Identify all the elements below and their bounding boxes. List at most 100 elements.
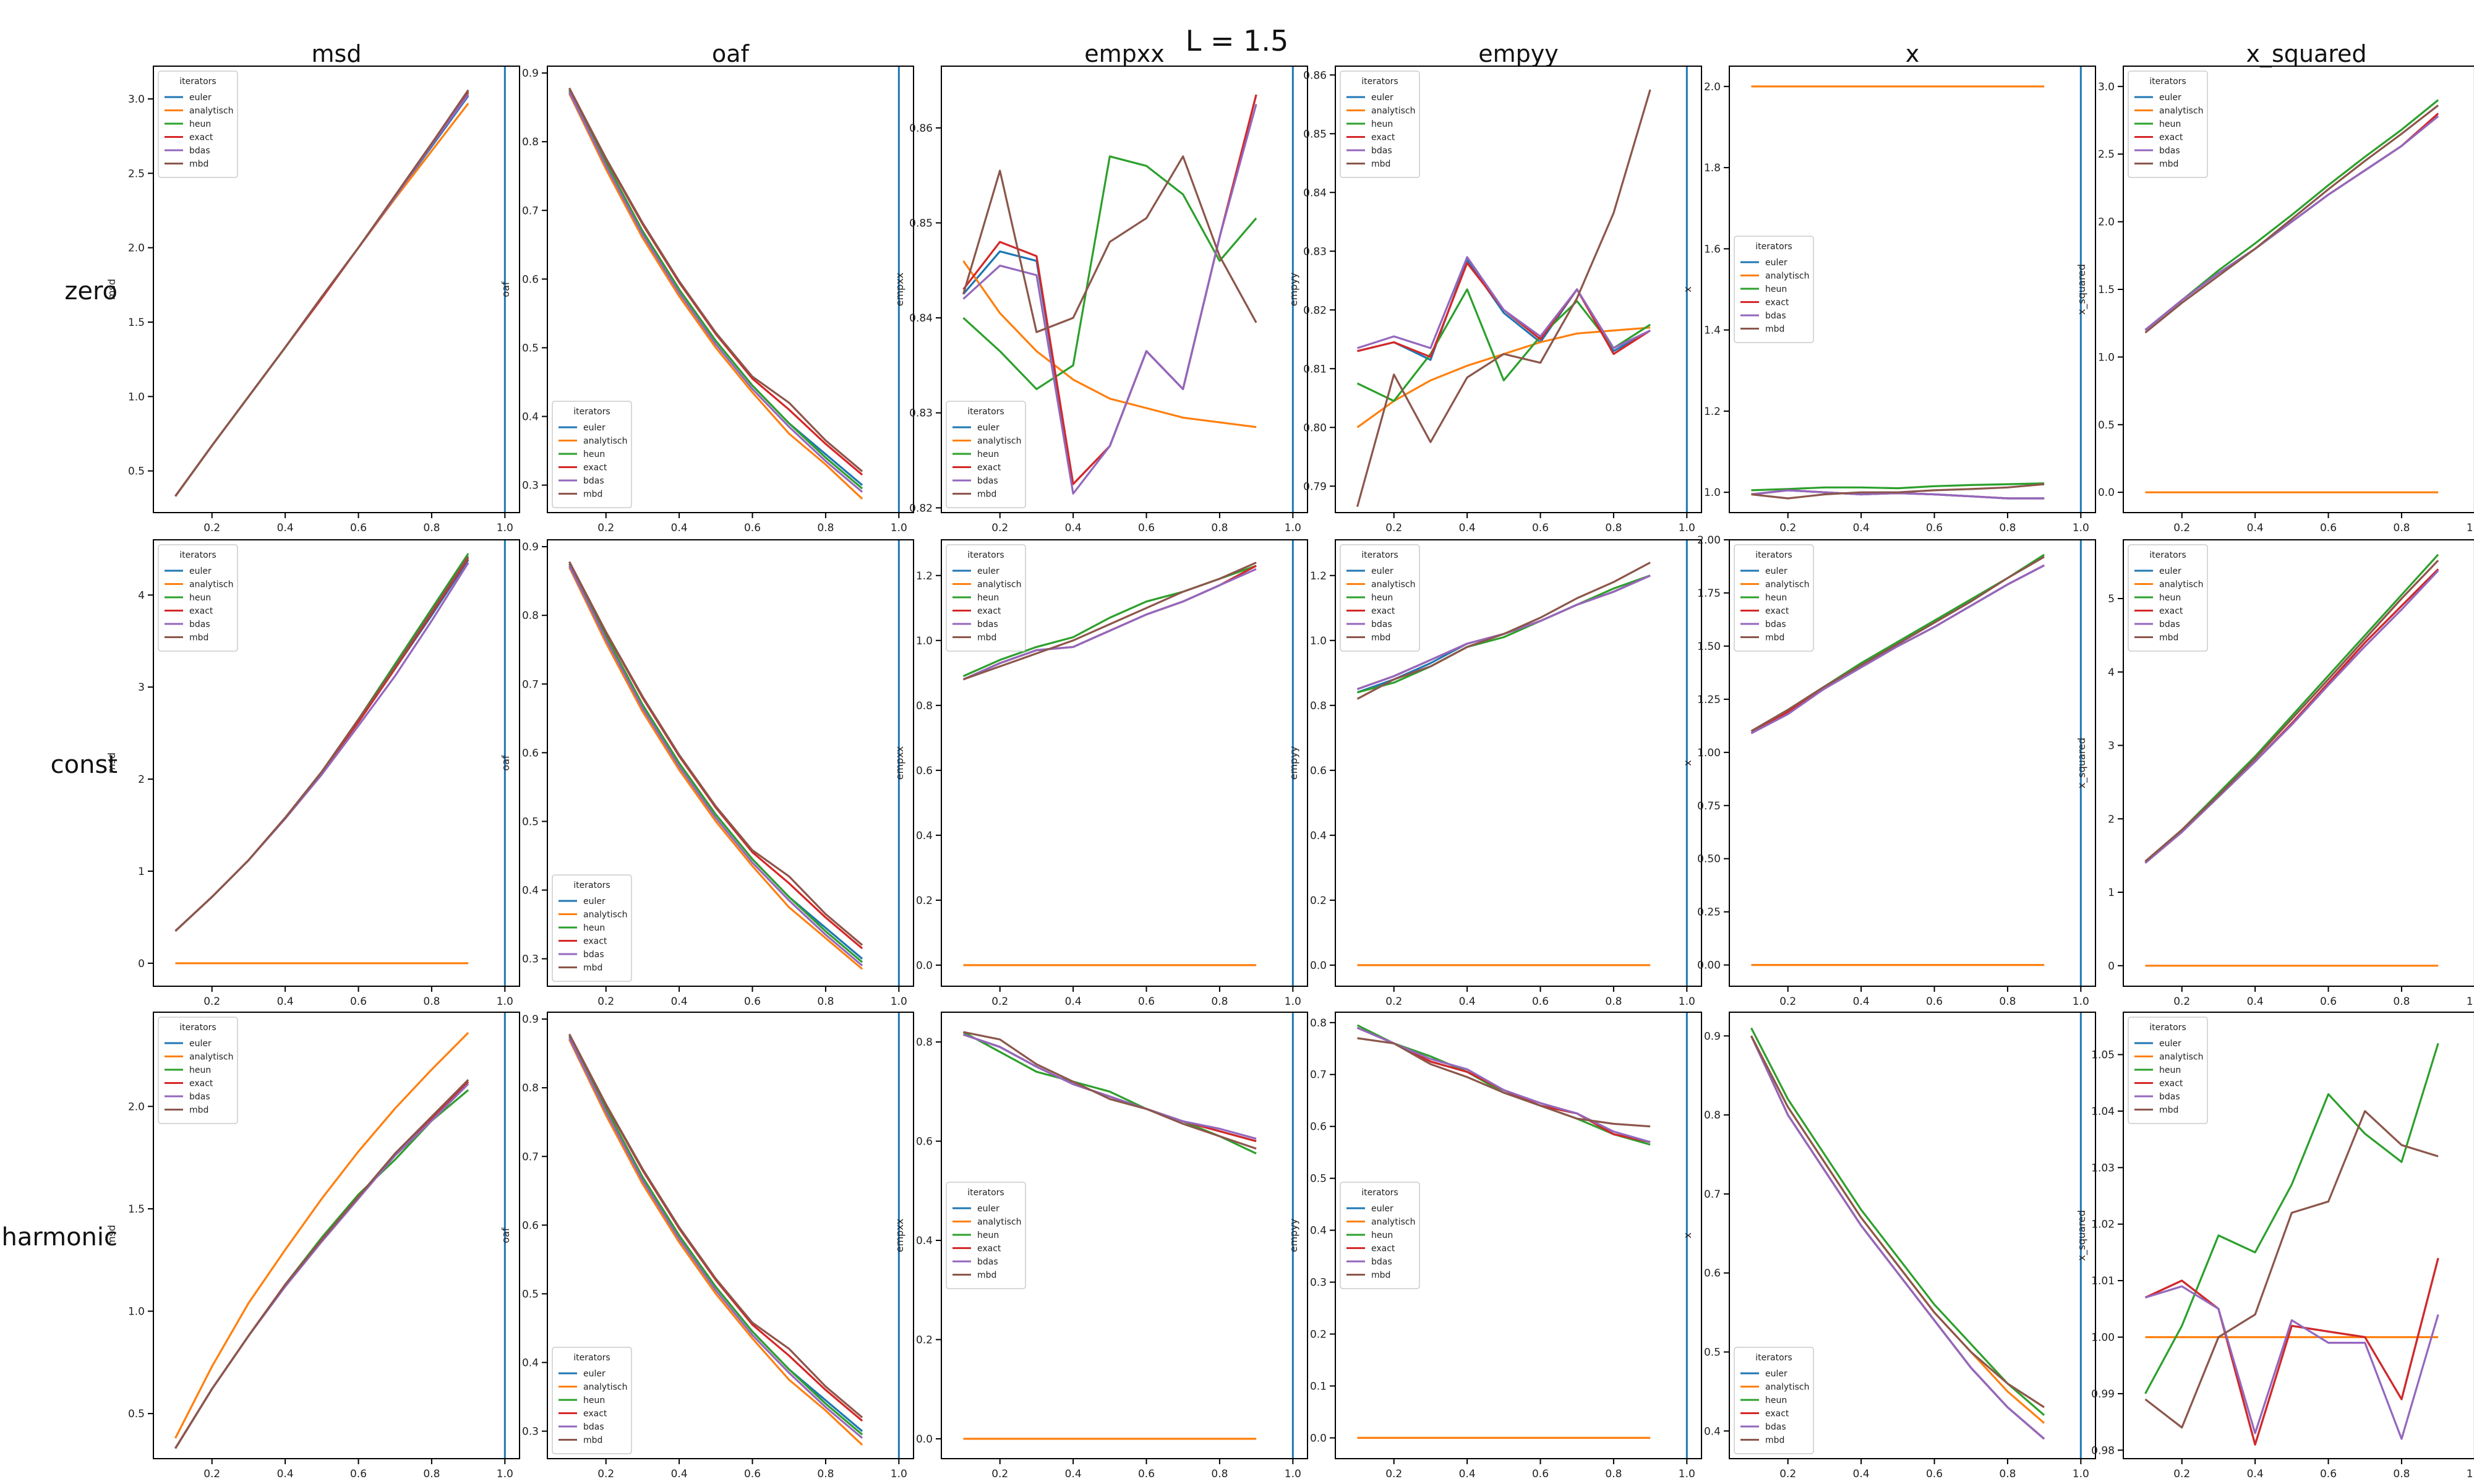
axes-frame [547,1012,914,1459]
legend-entry-heun: heun [583,450,605,459]
x-tick-label: 0.6 [1138,522,1155,534]
y-axis-label: x_squared [2076,264,2088,315]
y-tick-label: 0.0 [916,960,933,972]
y-tick-label: 0.2 [1310,895,1327,907]
y-tick-label: 0.5 [1310,1173,1327,1185]
legend-title: iterators [573,1353,610,1363]
legend-entry-euler: euler [1371,566,1393,576]
legend-entry-euler: euler [977,423,999,433]
y-tick-label: 0.6 [1704,1268,1721,1280]
series-line-mbd [1356,89,1651,507]
legend-entry-analytisch: analytisch [2159,106,2203,116]
legend-entry-exact: exact [1371,133,1395,143]
x-tick-label: 0.8 [1999,522,2016,534]
legend-entry-mbd: mbd [2159,1106,2178,1115]
x-tick-label: 0.2 [991,1468,1008,1480]
legend-entry-euler: euler [977,566,999,576]
series-line-heun [2144,1043,2439,1394]
axes-frame [941,66,1308,513]
legend: iterators euler analytisch heun exact bdas mbd [552,874,632,982]
y-tick-label: 0.00 [1697,960,1721,972]
y-tick-label: 0 [138,958,145,970]
legend-entry-mbd: mbd [2159,160,2178,169]
x-tick-label: 0.6 [2320,996,2337,1008]
legend-entry-euler: euler [977,1204,999,1214]
series-line-mbd [963,1031,1257,1150]
legend-entry-exact: exact [583,937,607,947]
series-line-bdas [568,1038,863,1439]
legend-entry-euler: euler [583,1369,606,1379]
row-title-zero: zero [64,277,118,305]
legend-entry-analytisch: analytisch [583,910,627,920]
axes-frame [1335,1012,1702,1459]
series-line-analytisch [568,93,863,500]
x-tick-label: 0.2 [1779,522,1796,534]
series-line-bdas [1356,1026,1651,1143]
axes-frame [547,539,914,987]
y-tick-label: 0.3 [522,480,539,492]
x-tick-label: 0.8 [817,1468,834,1480]
series-line-mbd [962,561,1257,681]
series-line-mbd [174,89,469,497]
series-line-bdas [568,92,863,493]
y-tick-label: 0.8 [916,1036,933,1049]
legend-entry-euler: euler [1371,93,1393,103]
y-tick-label: 0.79 [1303,480,1327,493]
legend-entry-analytisch: analytisch [189,1052,233,1062]
column-title-empxx: empxx [1084,40,1165,67]
series-line-heun [568,563,863,963]
x-tick-label: 0.4 [1065,522,1082,534]
x-tick-label: 0.4 [277,1468,294,1480]
y-tick-label: 0.5 [522,342,539,354]
legend-entry-euler: euler [1765,258,1787,268]
legend-entry-analytisch: analytisch [1765,1383,1809,1392]
x-tick-label: 0.4 [1853,1468,1870,1480]
legend-entry-bdas: bdas [1765,1422,1786,1432]
x-tick-label: 0.6 [2320,522,2337,534]
x-tick-label: 0.4 [2247,522,2264,534]
series-line-heun [1750,1027,2045,1416]
legend: iterators euler analytisch heun exact bdas mbd [1340,70,1420,178]
y-tick-label: 1.0 [128,391,145,403]
legend: iterators euler analytisch heun exact bdas mbd [1734,544,1814,652]
axes-frame [153,1012,520,1459]
legend: iterators euler analytisch heun exact bdas mbd [158,1017,238,1124]
x-tick-label: 0.2 [597,522,614,534]
legend-entry-heun: heun [1765,593,1787,603]
legend-entry-bdas: bdas [1765,620,1786,629]
y-tick-label: 0.7 [1704,1188,1721,1201]
legend-entry-mbd: mbd [189,160,208,169]
y-tick-label: 0.9 [522,67,539,80]
y-axis-label: msd [106,279,118,300]
legend-entry-exact: exact [977,607,1001,616]
x-tick-label: 0.6 [350,1468,367,1480]
legend-entry-mbd: mbd [189,1106,208,1115]
legend-entry-mbd: mbd [977,1271,996,1281]
series-line-mbd [1750,1035,2045,1409]
x-tick-label: 0.6 [350,522,367,534]
y-tick-label: 2.5 [128,168,145,180]
x-tick-label: 0.2 [1385,1468,1402,1480]
y-tick-label: 0.5 [522,816,539,828]
legend: iterators euler analytisch heun exact bdas mbd [552,1347,632,1454]
legend-entry-mbd: mbd [189,633,208,643]
column-title-empyy: empyy [1478,40,1559,67]
subplot-harmonic-oaf: 0.2 0.4 0.6 0.8 1.0 0.3 0.4 0.5 0.6 0.7 0.8 0.9 oaf i… [500,1012,914,1480]
legend-entry-analytisch: analytisch [1371,580,1415,590]
legend-entry-euler: euler [583,423,606,433]
x-tick-label: 0.2 [1779,996,1796,1008]
legend-entry-bdas: bdas [977,620,998,629]
legend-entry-euler: euler [1371,1204,1393,1214]
x-tick-label: 0.4 [671,1468,688,1480]
y-tick-label: 1.75 [1697,587,1721,600]
y-tick-label: 0.85 [1303,128,1327,140]
y-axis-label: oaf [500,281,511,297]
y-tick-label: 1.0 [1704,487,1721,499]
y-tick-label: 0.0 [916,1433,933,1446]
legend-title: iterators [1755,1353,1792,1363]
legend-entry-bdas: bdas [2159,146,2180,156]
y-tick-label: 0.50 [1697,853,1721,866]
legend-entry-exact: exact [583,463,607,473]
legend-entry-exact: exact [2159,133,2183,143]
legend-entry-euler: euler [583,897,606,906]
